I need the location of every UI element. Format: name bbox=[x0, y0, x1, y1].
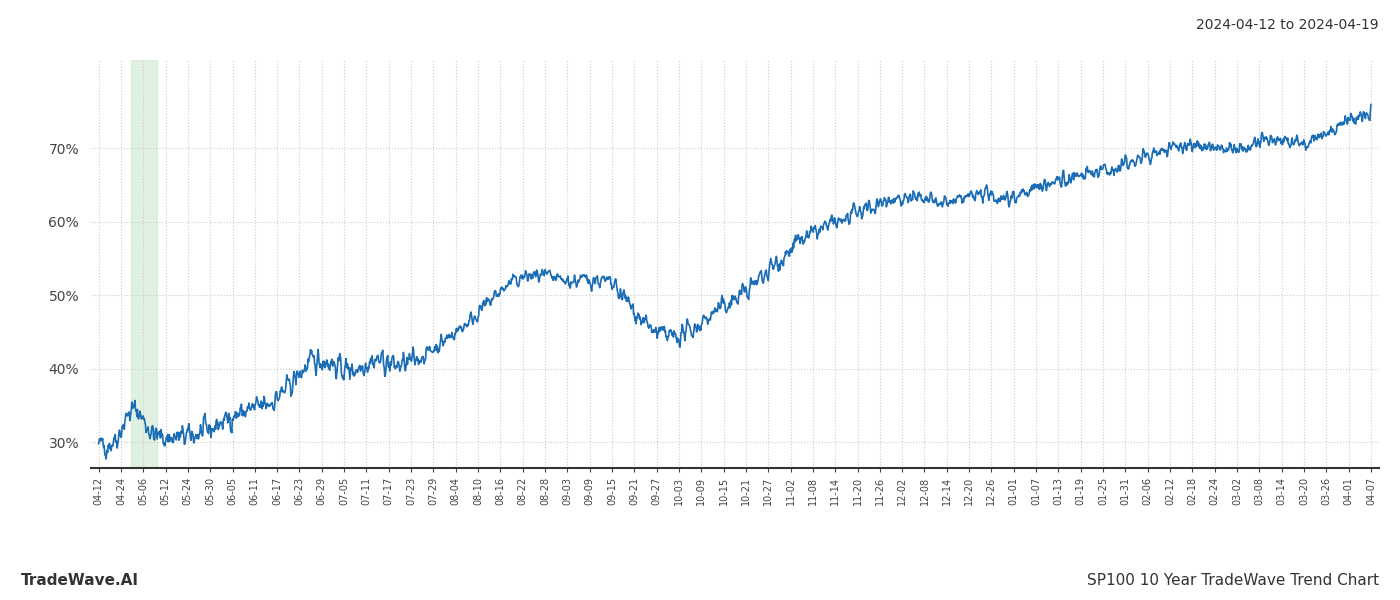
Text: 2024-04-12 to 2024-04-19: 2024-04-12 to 2024-04-19 bbox=[1197, 18, 1379, 32]
Text: TradeWave.AI: TradeWave.AI bbox=[21, 573, 139, 588]
Text: SP100 10 Year TradeWave Trend Chart: SP100 10 Year TradeWave Trend Chart bbox=[1086, 573, 1379, 588]
Bar bbox=[132, 60, 157, 468]
